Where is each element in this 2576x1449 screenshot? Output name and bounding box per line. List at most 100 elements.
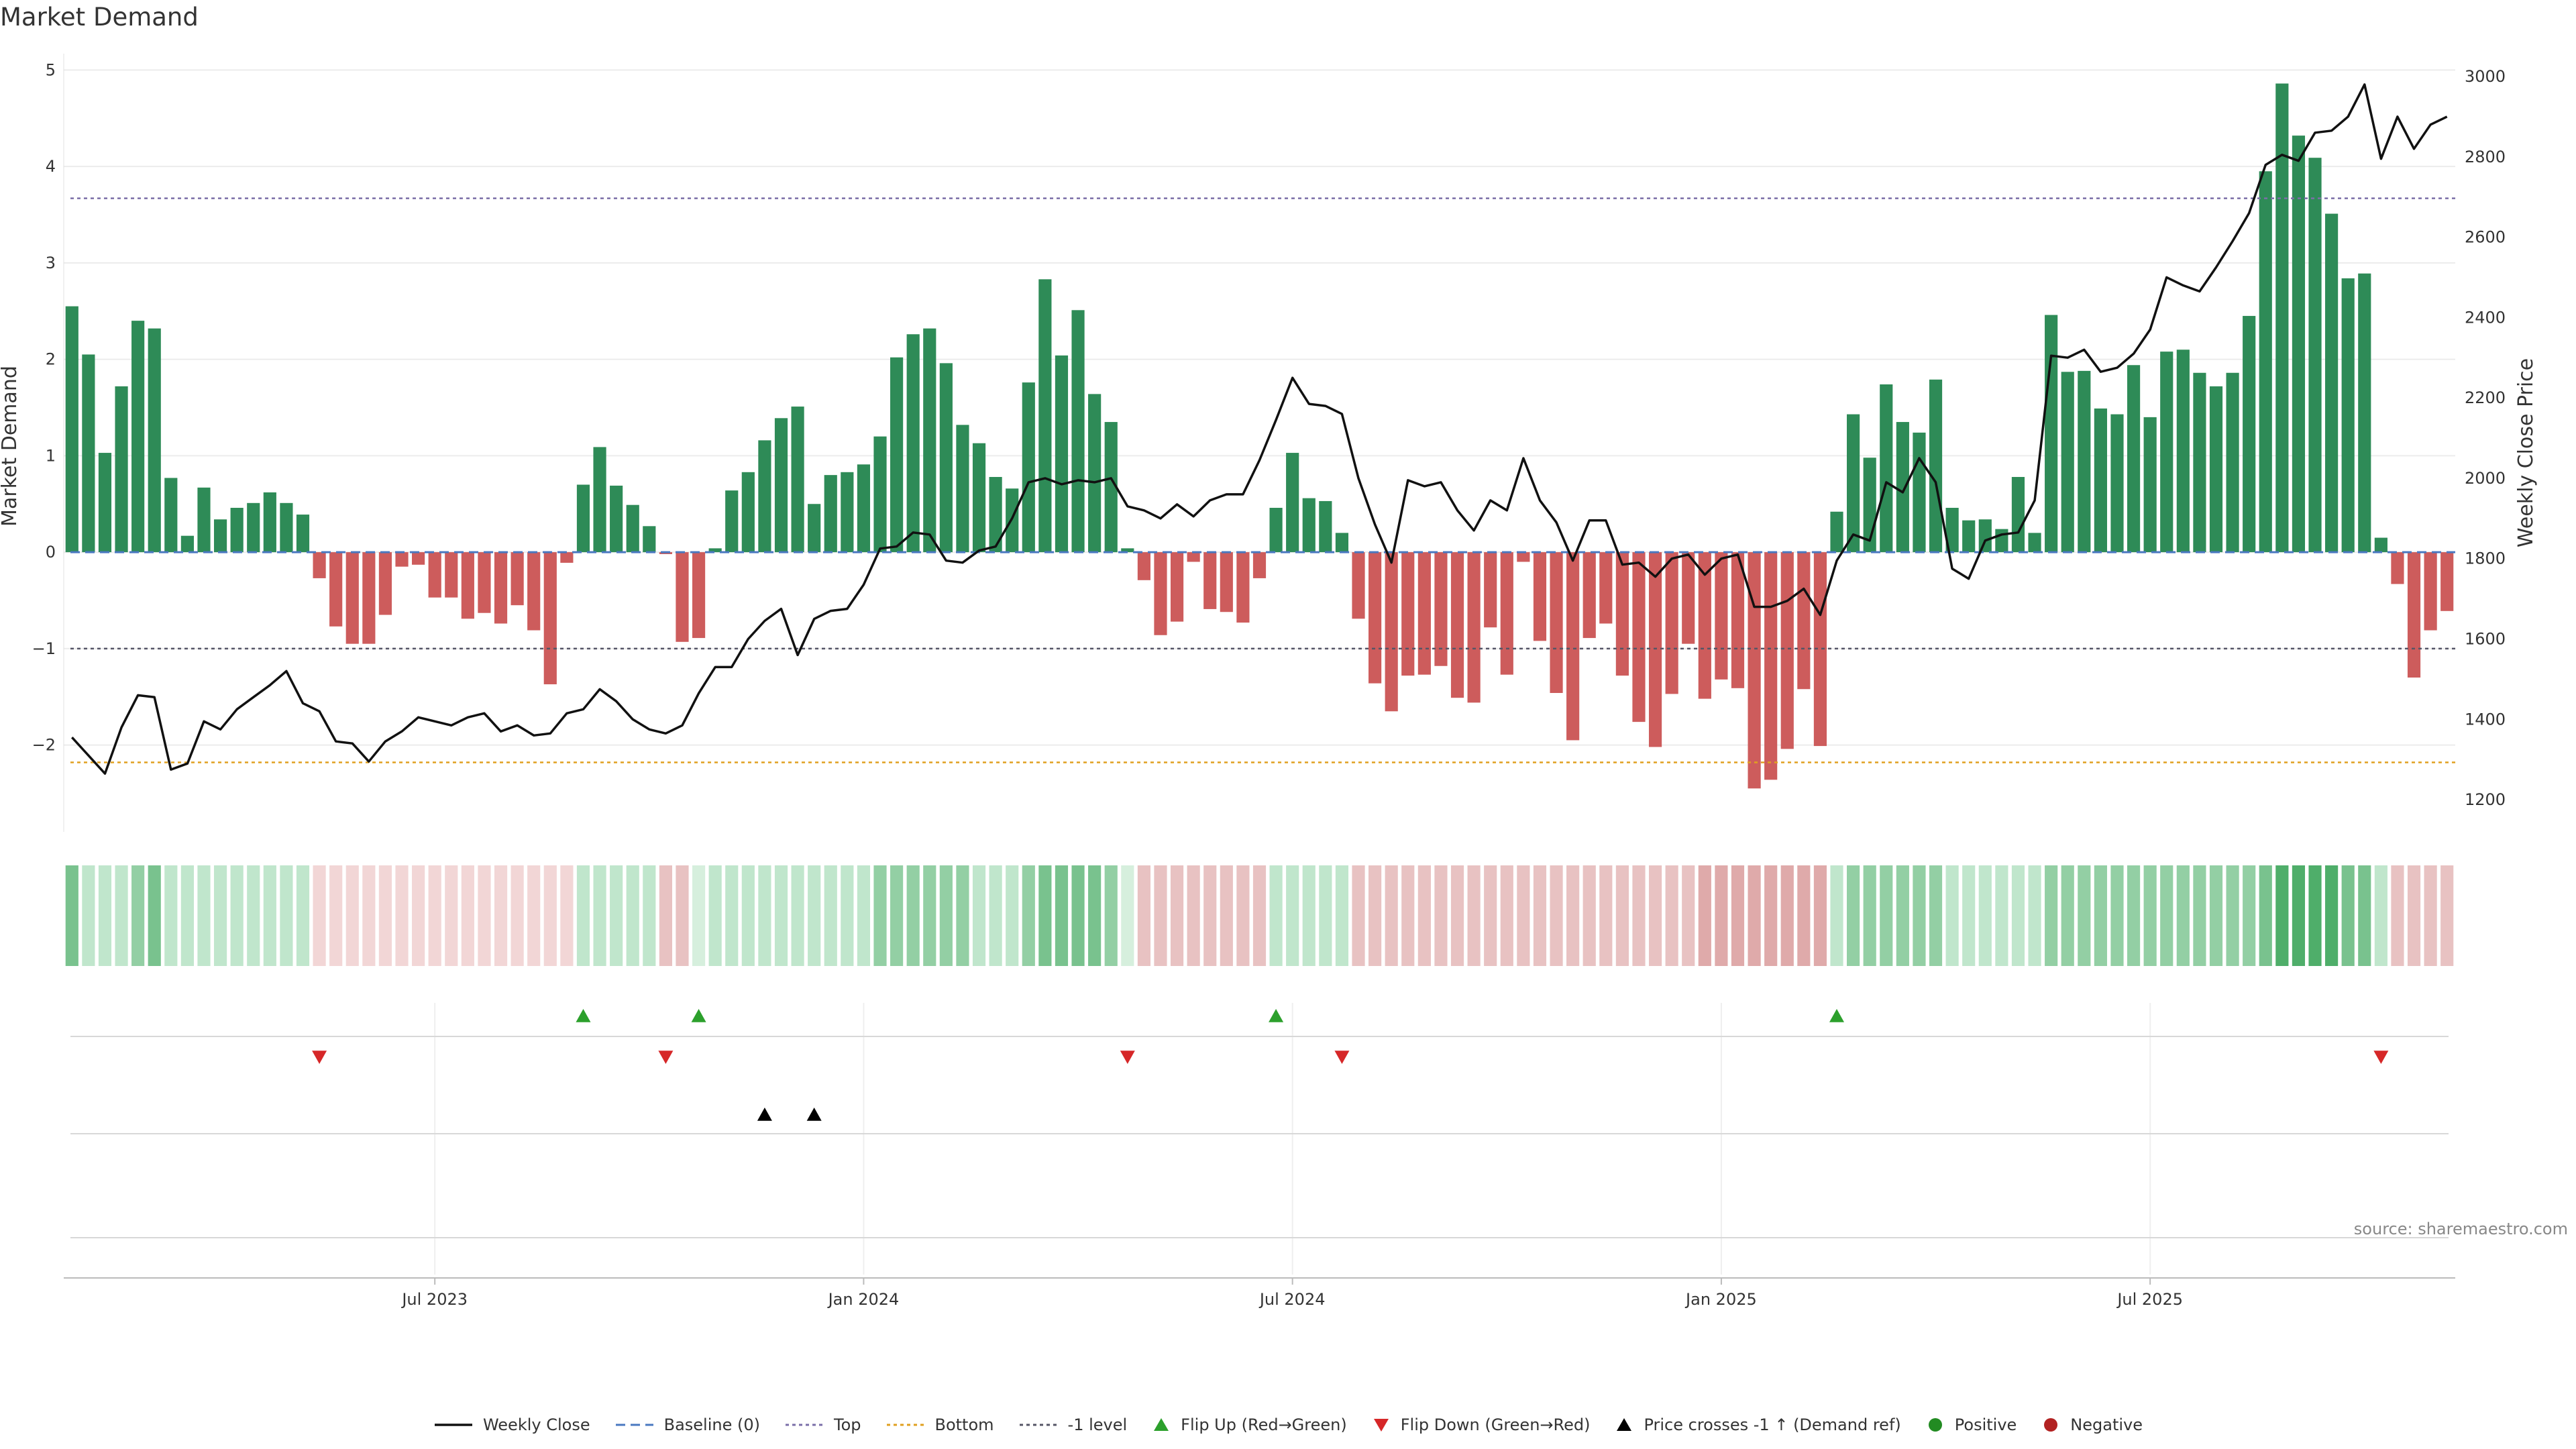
demand-bar-negative xyxy=(1698,552,1711,699)
demand-bar-negative xyxy=(692,552,706,639)
legend-item: Top xyxy=(784,1415,861,1434)
demand-bar-negative xyxy=(1417,552,1431,675)
demand-bar-negative xyxy=(313,552,326,578)
strip-cell xyxy=(1022,865,1035,966)
demand-bar-negative xyxy=(2440,552,2454,611)
y2-tick-label: 3000 xyxy=(2465,67,2506,86)
demand-bar-positive xyxy=(1088,394,1102,553)
demand-bar-positive xyxy=(2045,315,2058,553)
demand-bar-positive xyxy=(1104,422,1118,553)
strip-cell xyxy=(98,865,112,966)
demand-bar-positive xyxy=(115,386,128,553)
demand-bar-positive xyxy=(1995,529,2008,553)
demand-bar-negative xyxy=(1566,552,1580,741)
demand-bar-positive xyxy=(2028,533,2041,553)
strip-cell xyxy=(1517,865,1530,966)
strip-cell xyxy=(1599,865,1613,966)
strip-cell xyxy=(576,865,590,966)
strip-cell xyxy=(1945,865,1959,966)
demand-bar-negative xyxy=(1533,552,1547,641)
strip-cell xyxy=(1797,865,1811,966)
demand-bar-positive xyxy=(2078,370,2091,553)
strip-cell xyxy=(1913,865,1926,966)
demand-bar-positive xyxy=(65,306,78,553)
strip-cell xyxy=(2341,865,2355,966)
source-label: source: sharemaestro.com xyxy=(2353,1220,2568,1238)
strip-cell xyxy=(1648,865,1662,966)
flip-up-marker xyxy=(1269,1009,1284,1022)
strip-cell xyxy=(2325,865,2339,966)
strip-cell xyxy=(923,865,936,966)
strip-cell xyxy=(2078,865,2091,966)
strip-cell xyxy=(1104,865,1118,966)
demand-bar-positive xyxy=(1945,508,1959,553)
demand-bar-negative xyxy=(543,552,557,685)
demand-bar-negative xyxy=(1599,552,1613,624)
demand-bar-positive xyxy=(1962,520,1976,553)
strip-cell xyxy=(263,865,276,966)
demand-bar-positive xyxy=(98,453,112,553)
demand-bar-negative xyxy=(2424,552,2437,631)
demand-bar-positive xyxy=(1286,453,1299,553)
demand-bar-positive xyxy=(643,526,656,553)
demand-bar-positive xyxy=(1038,279,1052,553)
demand-bar-negative xyxy=(1484,552,1497,628)
flip-down-marker xyxy=(2373,1051,2389,1064)
strip-cell xyxy=(1995,865,2008,966)
demand-bar-positive xyxy=(1913,432,1926,553)
demand-bar-negative xyxy=(1648,552,1662,747)
strip-cell xyxy=(708,865,722,966)
strip-cell xyxy=(2259,865,2272,966)
demand-bar-negative xyxy=(1137,552,1150,580)
strip-cell xyxy=(2045,865,2058,966)
demand-bar-positive xyxy=(2176,350,2190,553)
strip-cell xyxy=(2308,865,2322,966)
demand-bar-positive xyxy=(1055,355,1069,553)
demand-bar-positive xyxy=(791,407,804,553)
strip-cell xyxy=(1055,865,1069,966)
strip-cell xyxy=(2374,865,2387,966)
strip-cell xyxy=(1962,865,1976,966)
demand-bar-negative xyxy=(362,552,376,644)
chart-legend: Weekly Close Baseline (0) Top Bottom -1 leve… xyxy=(0,1415,2576,1434)
demand-bar-negative xyxy=(1220,552,1233,612)
demand-bar-positive xyxy=(1319,500,1332,553)
strip-cell xyxy=(989,865,1002,966)
demand-bar-negative xyxy=(560,552,574,563)
demand-bar-negative xyxy=(1500,552,1513,675)
demand-bar-positive xyxy=(741,472,755,553)
demand-bar-positive xyxy=(1335,533,1349,553)
legend-label: Weekly Close xyxy=(482,1415,590,1434)
strip-cell xyxy=(1088,865,1102,966)
strip-cell xyxy=(2176,865,2190,966)
strip-cell xyxy=(2424,865,2437,966)
y-tick-label: −1 xyxy=(32,639,56,658)
strip-cell xyxy=(1434,865,1448,966)
strip-cell xyxy=(2275,865,2289,966)
strip-cell xyxy=(2391,865,2404,966)
demand-bar-negative xyxy=(1352,552,1365,619)
strip-cell xyxy=(2226,865,2239,966)
strip-cell xyxy=(296,865,310,966)
demand-bar-negative xyxy=(2391,552,2404,584)
strip-cell xyxy=(1748,865,1761,966)
strip-cell xyxy=(2407,865,2421,966)
strip-cell xyxy=(1863,865,1876,966)
demand-bar-positive xyxy=(2143,417,2157,553)
demand-bar-positive xyxy=(1847,414,1860,553)
demand-bar-positive xyxy=(2011,477,2025,553)
strip-cell xyxy=(1252,865,1267,966)
demand-bar-positive xyxy=(1121,548,1134,553)
demand-bar-positive xyxy=(906,334,920,553)
strip-cell xyxy=(692,865,706,966)
demand-bar-negative xyxy=(428,552,441,598)
x-tick-label: Jul 2024 xyxy=(1258,1290,1326,1309)
demand-bar-negative xyxy=(511,552,524,606)
y-tick-label: 3 xyxy=(46,254,56,272)
strip-cell xyxy=(543,865,557,966)
strip-cell xyxy=(1368,865,1382,966)
strip-cell xyxy=(1417,865,1431,966)
y2-tick-label: 2800 xyxy=(2465,148,2506,166)
y2-tick-label: 1200 xyxy=(2465,790,2506,809)
triangle-up-icon xyxy=(1154,1418,1169,1431)
